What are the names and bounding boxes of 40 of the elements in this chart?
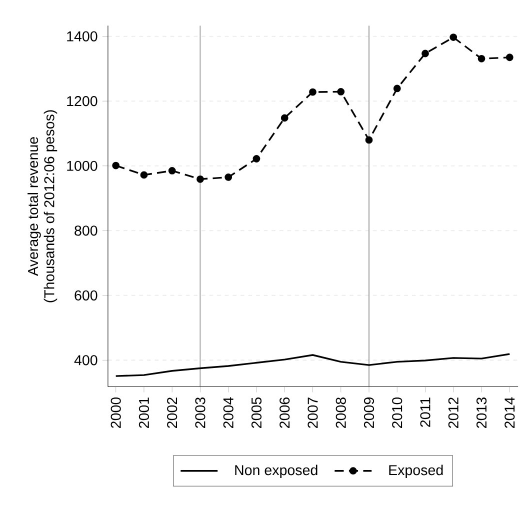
x-tick-label: 2010 bbox=[392, 398, 402, 428]
x-tick-label: 2009 bbox=[364, 398, 374, 428]
y-tick-label: 800 bbox=[74, 226, 98, 236]
x-tick-label: 2001 bbox=[138, 398, 150, 428]
y-tick-label: 1000 bbox=[67, 161, 98, 172]
point bbox=[365, 136, 373, 144]
point bbox=[337, 88, 345, 96]
point bbox=[450, 34, 458, 42]
y-axis-title: Average total revenue (Thousands of 2012:06 pesos) bbox=[28, 110, 58, 302]
y-tick-label: 1400 bbox=[67, 32, 98, 42]
legend-label: Exposed bbox=[389, 464, 443, 478]
point bbox=[140, 171, 148, 179]
legend-label: Non exposed bbox=[235, 464, 318, 478]
x-tick-label: 2007 bbox=[308, 398, 318, 428]
x-tick-label: 2004 bbox=[223, 398, 234, 428]
x-tick-label: 2005 bbox=[251, 398, 262, 428]
point bbox=[422, 50, 429, 58]
x-tick-label: 2003 bbox=[195, 398, 206, 428]
x-tick-label: 2002 bbox=[167, 398, 178, 428]
point bbox=[196, 176, 204, 184]
point bbox=[224, 174, 232, 182]
x-tick-label: 2012 bbox=[448, 398, 458, 428]
y-tick-label: 600 bbox=[74, 290, 98, 301]
x-tick-label: 2006 bbox=[280, 398, 290, 428]
point bbox=[168, 167, 176, 175]
point bbox=[112, 162, 120, 170]
y-tick-label: 1200 bbox=[67, 96, 98, 106]
point bbox=[309, 88, 316, 96]
point bbox=[280, 114, 288, 122]
point bbox=[506, 54, 514, 62]
x-tick-label: 2014 bbox=[504, 398, 515, 428]
point bbox=[478, 55, 486, 63]
x-tick-label: 2008 bbox=[336, 398, 346, 428]
point bbox=[252, 155, 260, 163]
line-series bbox=[114, 353, 510, 378]
x-tick-label: 2011 bbox=[420, 398, 430, 428]
y-tick-label: 400 bbox=[74, 355, 98, 366]
x-tick-label: 2013 bbox=[476, 398, 487, 428]
x-tick-label: 2000 bbox=[110, 398, 121, 428]
point bbox=[393, 85, 401, 92]
